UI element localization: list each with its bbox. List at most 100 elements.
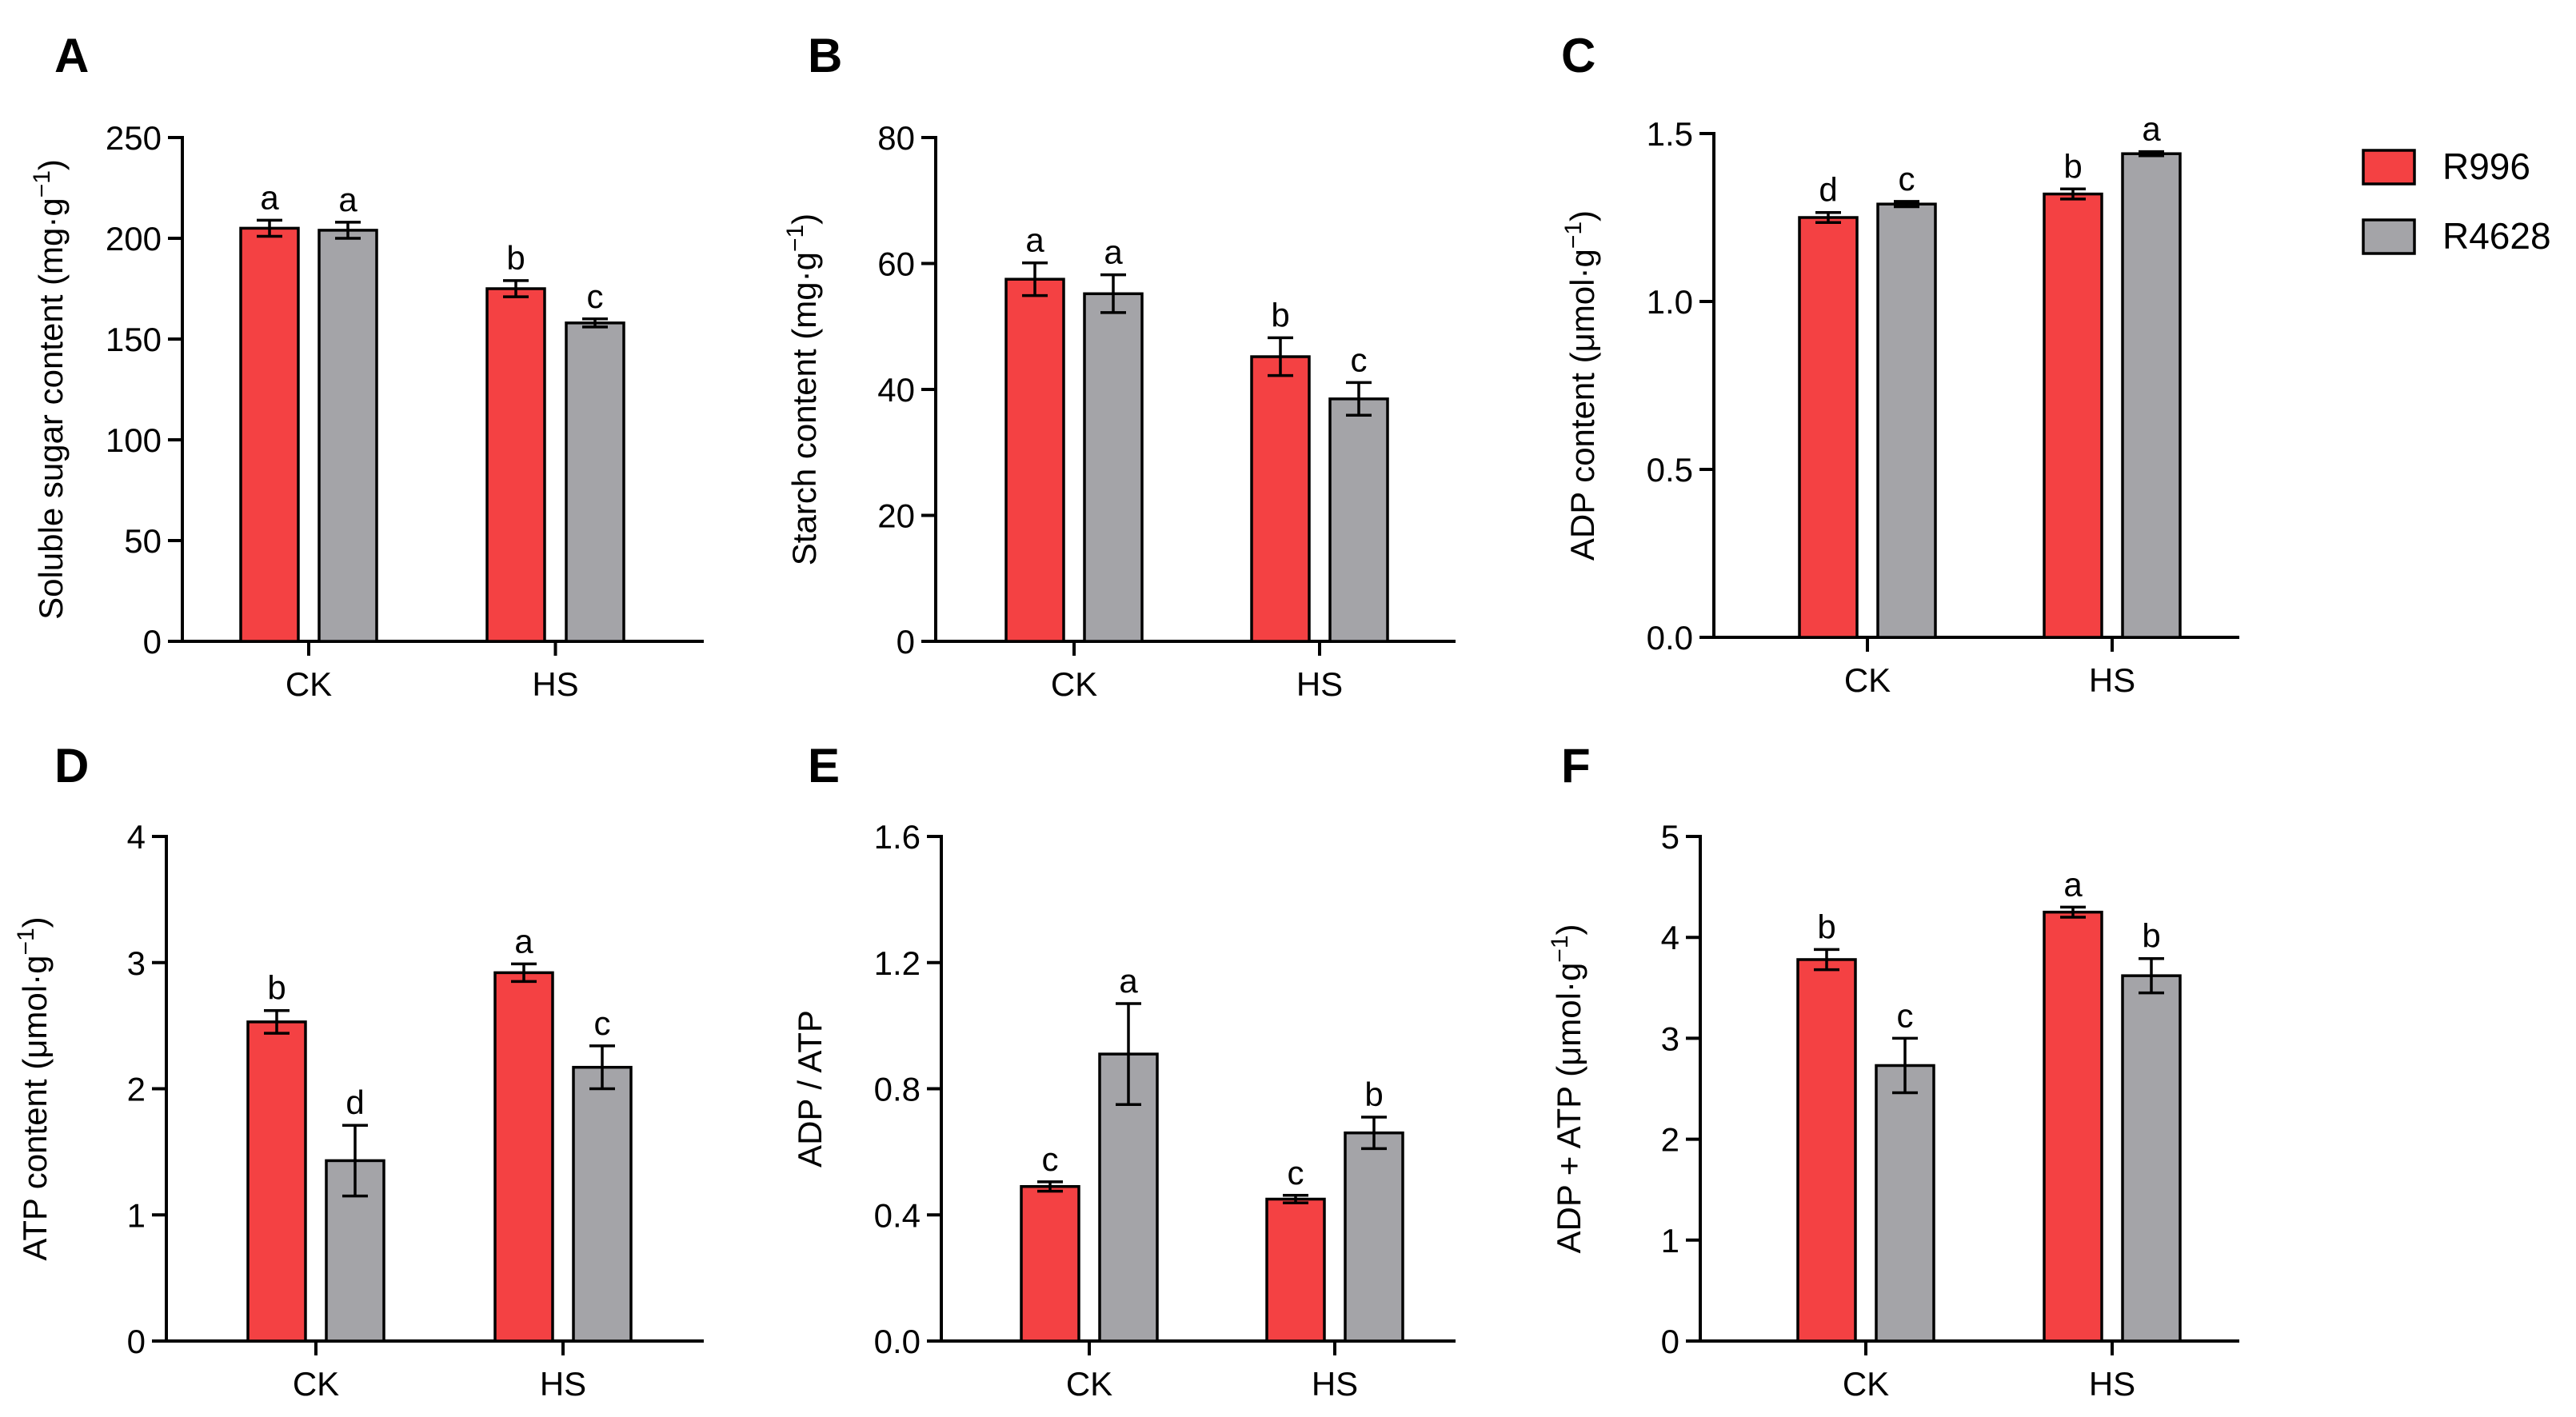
significance-letter-f-r996-hs: a (2063, 865, 2083, 903)
y-axis-title-superscript-c: −1 (1560, 222, 1587, 249)
y-tick-label-a: 0 (143, 623, 162, 661)
error-bar-e-r996-hs (1283, 1194, 1308, 1205)
error-bar-d-r4628-hs (589, 1044, 615, 1091)
significance-letter-c-r4628-hs: a (2142, 110, 2161, 148)
y-axis-title-superscript-f: −1 (1547, 935, 1573, 962)
bar-b-r996-hs (1250, 355, 1311, 643)
bar-a-r996-ck (239, 226, 300, 643)
significance-letter-e-r996-ck: c (1042, 1140, 1059, 1178)
y-tick-label-d: 4 (127, 818, 146, 856)
error-bar-b-r4628-ck (1100, 273, 1126, 314)
bar-f-r996-hs (2043, 910, 2103, 1343)
y-axis-title-superscript-b: −1 (782, 225, 809, 252)
error-bar-d-r996-ck (264, 1008, 290, 1035)
bar-f-r4628-hs (2121, 974, 2182, 1343)
significance-letter-b-r996-ck: a (1025, 222, 1044, 259)
bar-b-r996-ck (1004, 277, 1065, 643)
y-axis-title-b: Starch content (mg·g−1) (782, 214, 823, 565)
y-tick-label-e: 1.6 (874, 818, 921, 856)
significance-letter-a-r4628-hs: c (587, 277, 604, 315)
chart-panel-d: D 0 1 2 3 4 CK HS ATP content (μmol·g−1) b a d c (13, 739, 704, 1403)
bar-c-r4628-hs (2121, 152, 2182, 639)
legend-swatch-r4628 (2362, 218, 2416, 255)
error-bar-b-r4628-hs (1346, 381, 1372, 417)
bar-a-r4628-ck (318, 229, 378, 643)
error-bar-e-r4628-ck (1116, 1002, 1141, 1106)
legend-swatch-r996 (2362, 149, 2416, 186)
bar-f-r996-ck (1796, 958, 1857, 1343)
y-tick-label-c: 0.0 (1647, 619, 1693, 657)
bar-f-r4628-ck (1875, 1064, 1935, 1343)
error-bar-f-r996-hs (2060, 905, 2086, 919)
significance-letter-b-r996-hs: b (1271, 296, 1289, 333)
significance-letter-f-r4628-ck: c (1897, 996, 1914, 1034)
significance-letter-d-r4628-hs: c (594, 1004, 611, 1042)
error-bar-a-r996-ck (257, 218, 282, 238)
y-tick-label-a: 150 (106, 321, 162, 358)
y-axis-title-c: ADP content (μmol·g−1) (1560, 210, 1601, 561)
significance-letter-e-r4628-ck: a (1119, 962, 1138, 1000)
y-axis-title-d: ATP content (μmol·g−1) (13, 916, 54, 1260)
y-tick-label-b: 0 (897, 623, 915, 661)
bar-a-r996-hs (485, 287, 546, 643)
panel-letter-c: C (1561, 29, 1596, 82)
significance-letter-f-r996-ck: b (1817, 908, 1835, 945)
y-tick-label-c: 0.5 (1647, 451, 1693, 489)
significance-letter-b-r4628-ck: a (1104, 234, 1123, 271)
chart-panel-e: E 0.0 0.4 0.8 1.2 1.6 CK HS ADP / ATP c c a b (791, 739, 1456, 1403)
significance-letter-d-r996-ck: b (267, 969, 286, 1007)
y-axis-title-end-c: ) (1564, 210, 1601, 222)
legend-label-r996: R996 (2442, 146, 2530, 187)
y-tick-label-e: 0.8 (874, 1071, 921, 1108)
error-bar-a-r996-hs (503, 279, 529, 298)
y-axis-title-superscript-d: −1 (13, 928, 39, 955)
legend: R996 R4628 (2362, 146, 2551, 257)
y-tick-label-f: 5 (1661, 818, 1679, 856)
y-axis-title-end-a: ) (32, 159, 70, 170)
significance-letter-e-r996-hs: c (1288, 1154, 1304, 1191)
error-bar-b-r996-ck (1022, 261, 1048, 297)
y-tick-label-a: 200 (106, 220, 162, 257)
y-tick-label-e: 0.0 (874, 1323, 921, 1360)
y-tick-label-f: 2 (1661, 1121, 1679, 1159)
error-bar-e-r4628-hs (1361, 1116, 1387, 1151)
x-tick-label-c-hs: HS (2089, 661, 2135, 699)
y-axis-title-f: ADP + ATP (μmol·g−1) (1547, 924, 1588, 1253)
y-tick-label-c: 1.0 (1647, 283, 1693, 321)
y-tick-label-b: 60 (877, 245, 915, 283)
panel-letter-f: F (1561, 739, 1591, 792)
y-tick-label-f: 3 (1661, 1020, 1679, 1057)
x-tick-label-b-hs: HS (1296, 665, 1343, 703)
significance-letter-f-r4628-hs: b (2142, 917, 2160, 955)
chart-panel-c: C 0.0 0.5 1.0 1.5 CK HS ADP content (μmol·g−1) d… (1560, 29, 2239, 699)
error-bar-c-r996-ck (1815, 210, 1841, 225)
x-tick-label-f-hs: HS (2089, 1365, 2135, 1403)
error-bar-c-r996-hs (2060, 187, 2086, 201)
chart-panel-f: F 0 1 2 3 4 5 CK HS ADP + ATP (μmol·g−1) b a c b (1547, 739, 2239, 1403)
y-axis-title-superscript-a: −1 (29, 170, 55, 198)
significance-letter-d-r996-hs: a (514, 922, 533, 960)
panel-letter-e: E (808, 739, 840, 792)
y-tick-label-b: 80 (877, 119, 915, 157)
x-tick-label-a-ck: CK (286, 665, 332, 703)
significance-letter-a-r996-ck: a (260, 178, 279, 216)
error-bar-e-r996-ck (1037, 1180, 1063, 1193)
y-tick-label-d: 1 (127, 1196, 146, 1234)
error-bar-b-r996-hs (1268, 336, 1293, 377)
y-tick-label-c: 1.5 (1647, 115, 1693, 153)
y-axis-title-end-b: ) (785, 214, 823, 225)
error-bar-a-r4628-ck (335, 221, 361, 240)
bar-a-r4628-hs (565, 321, 625, 643)
bar-d-r996-ck (246, 1020, 307, 1343)
error-bar-a-r4628-hs (582, 317, 608, 329)
x-tick-label-b-ck: CK (1051, 665, 1097, 703)
y-tick-label-e: 0.4 (874, 1196, 921, 1234)
x-tick-label-e-ck: CK (1066, 1365, 1112, 1403)
bar-e-r4628-hs (1344, 1131, 1404, 1343)
bar-d-r4628-hs (572, 1065, 633, 1343)
y-tick-label-a: 100 (106, 421, 162, 459)
y-axis-title-end-d: ) (16, 916, 54, 928)
panel-letter-b: B (808, 29, 842, 82)
chart-panel-b: B 0 20 40 60 80 CK HS Starch content (mg·g−1) a b a… (782, 29, 1456, 703)
